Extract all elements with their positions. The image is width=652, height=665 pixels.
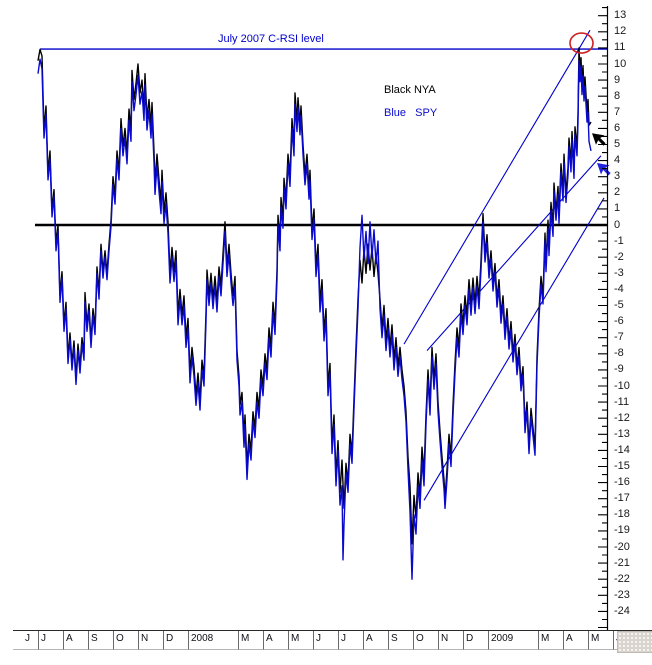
y-axis-tick-label: 8 bbox=[614, 89, 621, 102]
y-axis-tick-label: -4 bbox=[614, 282, 624, 295]
x-axis-month-cell: J bbox=[13, 631, 38, 650]
x-axis-month-cell: A bbox=[263, 631, 288, 650]
legend-spy: Blue SPY bbox=[384, 107, 438, 119]
channel-upper-trendline bbox=[403, 29, 591, 345]
series-spy bbox=[37, 58, 592, 580]
x-axis-month-cell: J bbox=[338, 631, 363, 650]
y-axis-tick-label: -8 bbox=[614, 347, 624, 360]
y-axis-tick-label: -19 bbox=[614, 524, 630, 537]
x-axis-month-cell: S bbox=[88, 631, 113, 650]
y-axis-tick-label: 2 bbox=[614, 186, 621, 199]
x-axis-month-cell: M bbox=[538, 631, 563, 650]
y-axis-tick-label: -5 bbox=[614, 299, 624, 311]
y-axis-tick-label: -21 bbox=[614, 556, 630, 569]
y-axis-tick-label: 0 bbox=[614, 218, 621, 231]
x-axis-month-cell: O bbox=[413, 631, 438, 650]
y-axis-tick-label: -6 bbox=[614, 315, 624, 328]
y-axis-tick-label: 3 bbox=[614, 170, 621, 183]
x-axis-month-cell: M bbox=[238, 631, 263, 650]
x-axis-month-cell: O bbox=[113, 631, 138, 650]
y-axis-tick-label: 7 bbox=[614, 105, 621, 118]
y-axis-tick-label: -17 bbox=[614, 492, 630, 505]
y-axis-tick-label: -15 bbox=[614, 460, 630, 472]
x-axis-month-cell: M bbox=[288, 631, 313, 650]
x-axis-month-cell: A bbox=[63, 631, 88, 650]
y-axis-tick-label: 4 bbox=[614, 154, 621, 167]
y-axis-tick-label: 6 bbox=[614, 121, 621, 134]
x-axis-month-cell: M bbox=[588, 631, 613, 650]
y-axis-tick-label: -10 bbox=[614, 379, 630, 392]
y-axis-tick-label: 11 bbox=[614, 41, 626, 54]
y-axis-tick-label: -7 bbox=[614, 331, 624, 344]
y-axis-tick-label: -11 bbox=[614, 395, 630, 408]
y-axis-tick-label: -12 bbox=[614, 411, 630, 424]
y-axis-tick-label: -20 bbox=[614, 540, 630, 553]
y-axis-ticks bbox=[598, 7, 607, 629]
x-axis-month-cell: N bbox=[138, 631, 163, 650]
legend-nya: Black NYA bbox=[384, 84, 436, 96]
y-axis-tick-label: -2 bbox=[614, 250, 624, 263]
y-axis-tick-label: 1 bbox=[614, 202, 621, 215]
x-axis-month-cell: 2008 bbox=[188, 631, 238, 650]
y-axis-tick-label: -24 bbox=[614, 604, 630, 617]
resize-grip[interactable] bbox=[617, 631, 652, 653]
y-axis-tick-label: -23 bbox=[614, 588, 630, 601]
x-axis-month-cell: 2009 bbox=[488, 631, 538, 650]
x-axis-month-cell: J bbox=[38, 631, 63, 650]
y-axis-tick-label: -14 bbox=[614, 443, 630, 456]
y-axis-tick-label: -1 bbox=[614, 234, 624, 247]
x-axis-month-cell: D bbox=[163, 631, 188, 650]
y-axis-tick-label: 13 bbox=[614, 9, 627, 22]
y-axis-tick-label: 12 bbox=[614, 25, 627, 38]
series-nya bbox=[37, 47, 592, 545]
black-arrow-marker bbox=[592, 133, 606, 146]
y-axis-tick-label: -18 bbox=[614, 508, 630, 521]
y-axis-tick-label: -9 bbox=[614, 363, 624, 376]
x-axis-month-cell: A bbox=[363, 631, 388, 650]
channel-inner-trendline bbox=[426, 155, 602, 351]
x-axis-month-cell: N bbox=[438, 631, 463, 650]
peak-circle-annotation bbox=[569, 32, 594, 54]
x-axis-month-cell: S bbox=[388, 631, 413, 650]
y-axis-tick-label: -16 bbox=[614, 476, 630, 489]
y-axis-tick-label: -3 bbox=[614, 266, 624, 279]
x-axis-month-cell: A bbox=[563, 631, 588, 650]
x-axis-month-cell: D bbox=[463, 631, 488, 650]
y-axis-tick-label: 9 bbox=[614, 73, 621, 86]
y-axis-tick-label: 5 bbox=[614, 138, 621, 150]
y-axis-tick-label: -13 bbox=[614, 427, 630, 440]
july-2007-level-label: July 2007 C-RSI level bbox=[218, 33, 324, 45]
y-axis-tick-label: 10 bbox=[614, 57, 627, 70]
blue-arrow-marker bbox=[597, 163, 611, 176]
x-axis-band: JJASOND2008MAMJJASOND2009MAMJ bbox=[13, 630, 652, 650]
y-axis-tick-label: -22 bbox=[614, 572, 630, 585]
x-axis-month-cell: J bbox=[313, 631, 338, 650]
